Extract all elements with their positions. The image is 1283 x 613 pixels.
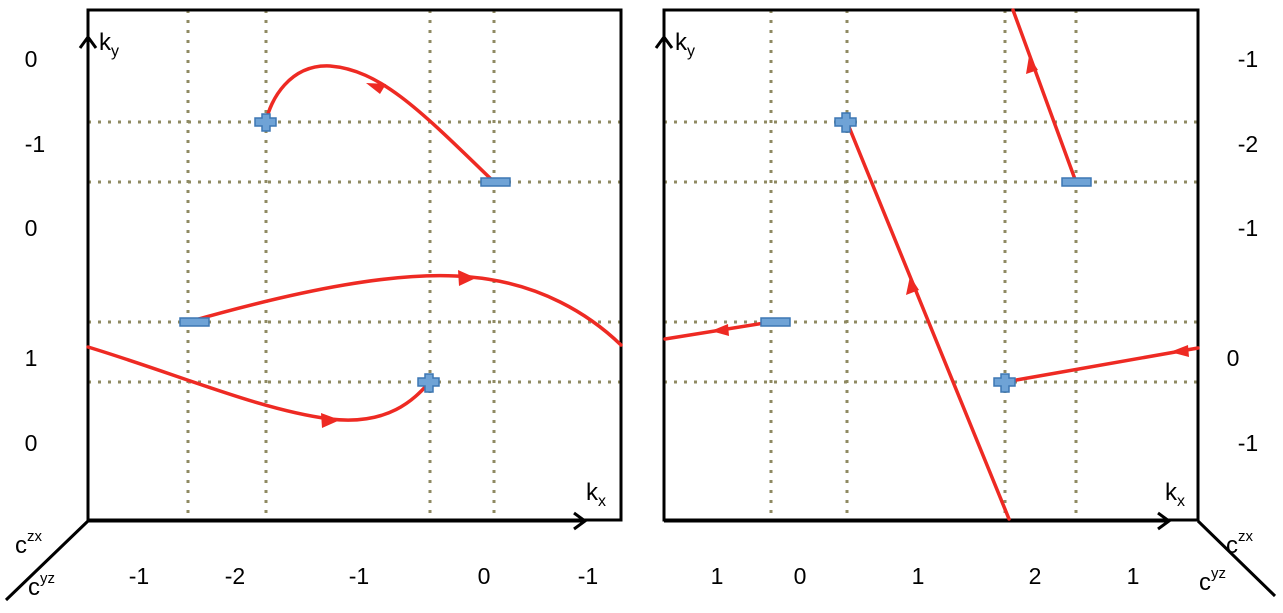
right-curve-right [1003,346,1200,384]
left-curve-bottom-arrow-icon [321,413,340,428]
right-kx-label: kx [1165,479,1185,510]
right-curve-top-arrow-icon [1026,56,1038,74]
left-side-labels: 0 -1 0 1 0 [25,46,46,456]
left-ky-label: ky [99,29,119,60]
left-grid [88,10,621,520]
minus-charge-icon [760,317,791,327]
right-grid [664,10,1198,520]
left-kx-label: kx [586,479,606,510]
right-charges [760,112,1092,393]
left-bottom-label: -1 [349,563,369,589]
left-side-label: 0 [25,46,38,72]
left-bottom-label: -1 [129,563,149,589]
left-charges [179,113,511,393]
left-panel: ky kx 0 -1 0 1 0 -1 -2 -1 0 -1 czx cyz [4,8,623,602]
left-bottom-label: 0 [478,563,491,589]
minus-charge-icon [1061,177,1092,187]
left-side-label: -1 [25,131,45,157]
right-frame [662,8,1200,522]
right-ky-arrow-icon [654,34,674,49]
right-side-labels: -1 -2 -1 0 -1 [1227,46,1259,456]
left-curve-top [264,64,496,184]
left-curve-top-arrow-icon [366,83,386,94]
right-ky-label: ky [675,29,695,60]
left-bottom-labels: -1 -2 -1 0 -1 [129,563,598,589]
minus-charge-icon [480,177,511,187]
left-bottom-label: -2 [225,563,245,589]
right-curve-long-arrow-icon [906,276,919,295]
left-diagonal-axis [4,519,90,602]
right-bottom-label: 1 [711,563,724,589]
plus-charge-icon [417,373,440,393]
right-cyz-label: cyz [1199,565,1226,596]
right-side-label: -1 [1238,430,1258,456]
right-bottom-labels: 1 0 1 2 1 [711,563,1140,589]
right-curve-right-arrow-icon [1170,345,1189,357]
plus-charge-icon [254,113,277,132]
right-curve-left-arrow-icon [711,324,729,336]
left-side-label: 0 [25,215,38,241]
left-curve-middle-arrow-icon [458,270,476,286]
left-side-label: 0 [25,430,38,456]
left-side-label: 1 [25,345,38,371]
right-side-label: -1 [1238,46,1258,72]
right-side-label: -1 [1238,215,1258,241]
right-bottom-label: 1 [1127,563,1140,589]
left-curve-bottom [86,345,432,422]
right-panel: ky kx -1 -2 -1 0 -1 1 0 1 2 1 czx cyz [654,8,1277,598]
left-curve-middle [186,273,623,347]
right-side-label: 0 [1227,345,1240,371]
right-bottom-label: 2 [1029,563,1042,589]
right-kx-arrow-icon [1157,511,1172,531]
plus-charge-icon [993,373,1016,393]
right-curve-long [845,120,1011,521]
left-kx-arrow-icon [573,511,588,531]
plus-charge-icon [834,112,857,133]
right-bottom-label: 0 [794,563,807,589]
left-cyz-label: cyz [28,570,55,601]
right-czx-label: czx [1226,528,1254,559]
minus-charge-icon [179,317,210,327]
right-curve-top [1011,8,1078,184]
right-diagonal-axis [1196,519,1277,598]
left-czx-label: czx [15,528,43,559]
left-ky-arrow-icon [78,34,98,49]
left-bottom-label: -1 [578,563,598,589]
right-side-label: -2 [1238,131,1258,157]
left-frame [86,8,623,522]
right-bottom-label: 1 [912,563,925,589]
